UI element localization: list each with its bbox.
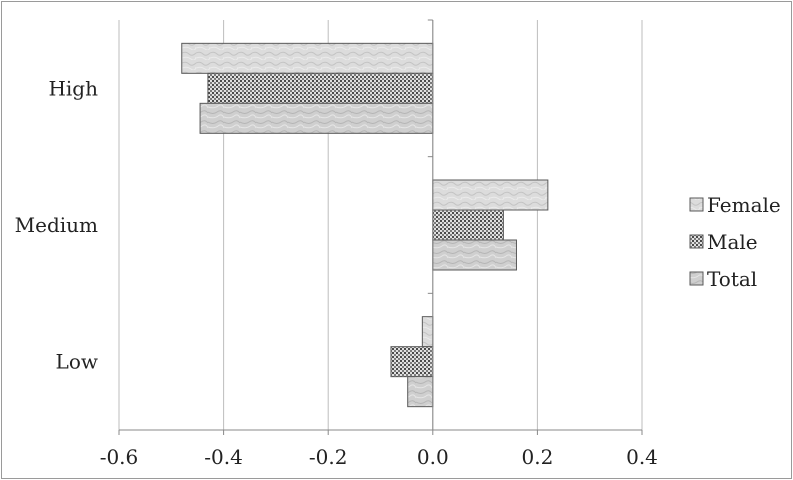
bars (181, 42, 549, 408)
category-labels: High Medium Low (15, 76, 98, 373)
x-tick-label: -0.6 (100, 445, 139, 469)
legend-swatch-female (689, 197, 704, 212)
bar-male-high (207, 72, 434, 104)
category-label: High (48, 76, 98, 100)
bar-female-medium (432, 179, 549, 211)
category-label: Medium (15, 213, 98, 237)
legend-label-total: Total (707, 267, 757, 291)
x-tick-label: -0.4 (204, 445, 243, 469)
x-tick-label: -0.2 (309, 445, 348, 469)
legend-label-male: Male (707, 230, 758, 254)
legend-swatch-male (689, 234, 704, 249)
bar-male-medium (432, 209, 504, 241)
bar-total-low (407, 376, 434, 408)
legend-label-female: Female (707, 193, 781, 217)
category-label: Low (56, 350, 98, 374)
axes (118, 19, 643, 435)
x-tick-label: 0.2 (521, 445, 553, 469)
bar-total-high (199, 102, 434, 134)
bar-male-low (390, 346, 434, 378)
legend-swatch-total (689, 271, 704, 286)
bar-female-low (421, 316, 434, 348)
bar-total-medium (432, 239, 517, 271)
x-tick-label: 0.4 (626, 445, 658, 469)
x-tick-label: 0.0 (417, 445, 449, 469)
bar-female-high (181, 42, 434, 74)
tick-labels: -0.6 -0.4 -0.2 0.0 0.2 0.4 (100, 445, 658, 469)
legend: Female Male Total (689, 193, 781, 291)
